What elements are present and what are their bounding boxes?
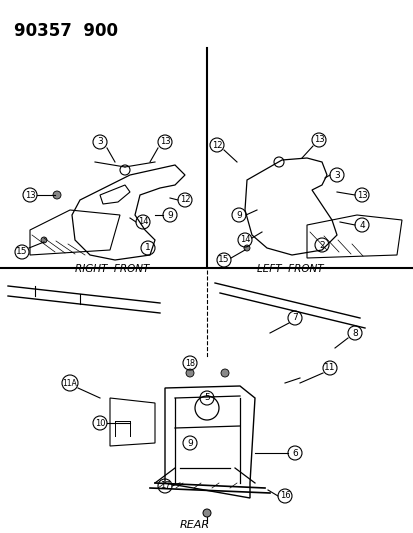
Text: 9: 9 [187,439,192,448]
Text: 5: 5 [204,393,209,402]
Text: 9: 9 [167,211,173,220]
Text: 4: 4 [358,221,364,230]
Text: 15: 15 [218,255,229,264]
Text: 9: 9 [235,211,241,220]
Circle shape [185,369,194,377]
Circle shape [243,245,249,251]
Text: RIGHT  FRONT: RIGHT FRONT [75,264,149,274]
Text: 11A: 11A [62,378,77,387]
Text: 6: 6 [292,448,297,457]
Text: 12: 12 [179,196,190,205]
Text: 11: 11 [323,364,335,373]
Text: REAR: REAR [180,520,209,530]
Circle shape [53,191,61,199]
Text: 7: 7 [292,313,297,322]
Text: 1: 1 [145,244,150,253]
Text: 3: 3 [97,138,102,147]
Text: 14: 14 [239,236,249,245]
Circle shape [221,369,228,377]
Text: 10: 10 [95,418,105,427]
Text: 16: 16 [279,491,290,500]
Text: 15: 15 [16,247,28,256]
Circle shape [41,237,47,243]
Text: 12: 12 [211,141,222,149]
Text: 13: 13 [159,138,170,147]
Text: 3: 3 [333,171,339,180]
Text: 18: 18 [185,359,195,367]
Text: 14: 14 [138,217,148,227]
Text: 90357  900: 90357 900 [14,22,118,40]
Text: 8: 8 [351,328,357,337]
Text: 13: 13 [25,190,35,199]
Text: 13: 13 [356,190,366,199]
Circle shape [202,509,211,517]
Text: LEFT  FRONT: LEFT FRONT [256,264,323,274]
Text: 13: 13 [313,135,323,144]
Text: 17: 17 [159,481,170,490]
Text: 2: 2 [318,240,324,249]
